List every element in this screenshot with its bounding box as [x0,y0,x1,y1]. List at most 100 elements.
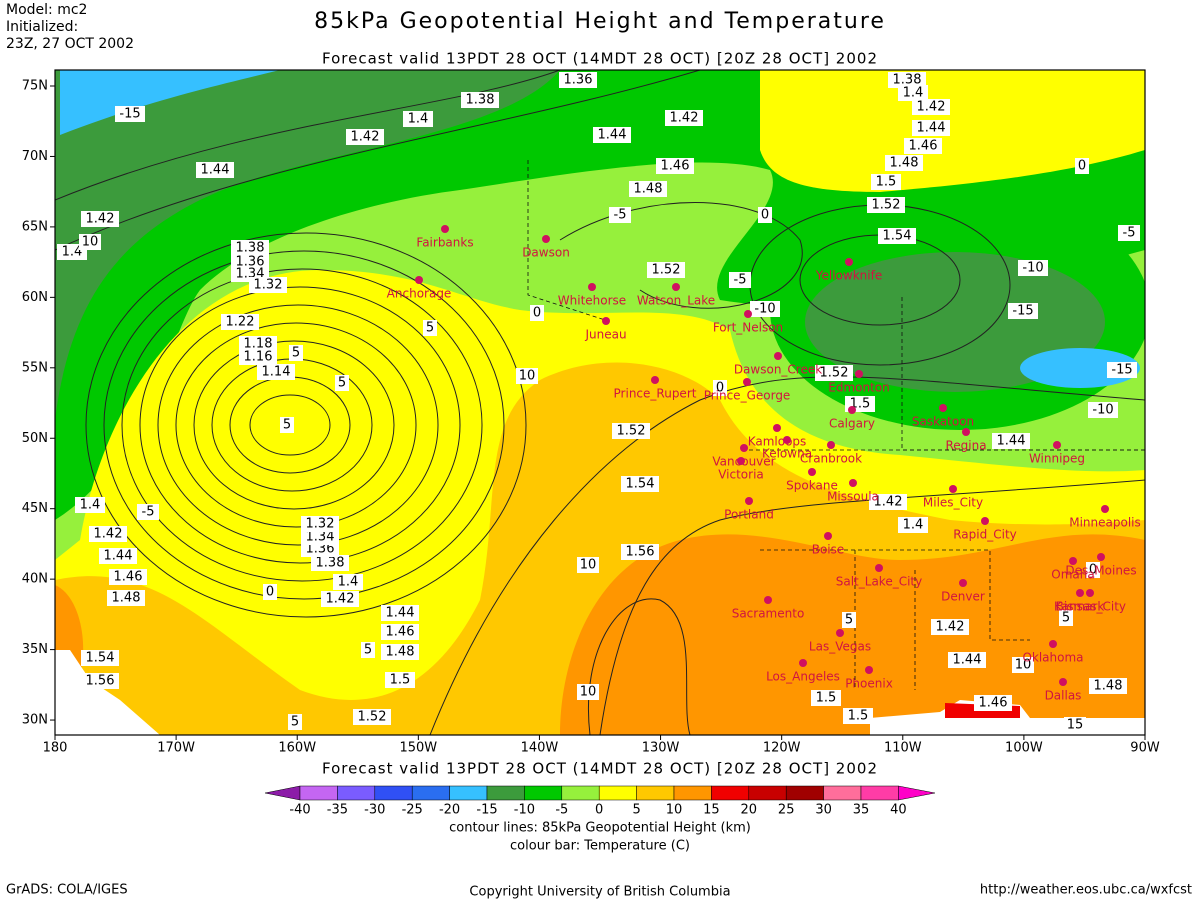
city-dot [875,564,883,572]
temperature-label: 0 [761,208,769,223]
lon-label: 170W [157,741,195,756]
colorbar-label: 40 [890,803,907,818]
label-box [263,584,277,600]
contour-label: 1.46 [979,696,1008,711]
label-box [89,526,127,542]
city-dot [949,485,957,493]
borders [527,160,1145,690]
lat-label: 75N [22,79,48,94]
city-dot [1086,589,1094,597]
city-label: Sacramento [732,607,805,621]
contour-label: 1.4 [80,498,101,513]
temperature-label: 5 [1062,611,1070,626]
contour-label: 1.44 [201,163,230,178]
label-box [107,590,145,606]
label-box [665,110,703,126]
contour-label: 1.44 [386,606,415,621]
contour-label: 1.44 [997,434,1026,449]
contour-label: 1.42 [936,620,965,635]
label-box [867,197,905,213]
city-label: Regina [945,439,986,453]
field-cyan [60,70,280,135]
temperature-label: -10 [1022,261,1043,276]
city-label: Calgary [829,417,875,431]
temperature-label: 5 [283,418,291,433]
city-dot [588,283,596,291]
temperature-label: -15 [1012,304,1033,319]
city-label: Minneapolis [1069,516,1141,530]
contour-label: 1.38 [466,93,495,108]
label-box [249,277,287,293]
label-box [577,557,599,573]
credit-center: Copyright University of British Columbia [469,885,730,900]
city-dot [1101,505,1109,513]
label-box [196,162,234,178]
city-label: Portland [724,508,774,522]
colorbar-label: -15 [476,803,497,818]
colorbar-label: -25 [402,803,423,818]
label-box [99,548,137,564]
label-box [1075,158,1089,174]
label-box [577,684,599,700]
contour-label: 1.34 [306,530,335,545]
colorbar-bin [636,785,675,801]
city-dot [865,666,873,674]
contour-label: 1.4 [408,112,429,127]
city-dot [740,444,748,452]
city-dot [764,596,772,604]
city-label: Prince_Rupert [614,387,697,401]
label-box [311,555,349,571]
city-dot [808,468,816,476]
colorbar-bin [598,785,637,801]
city-dot [848,406,856,414]
map-fill [55,70,1145,735]
label-box [81,673,119,689]
city-label: Las_Vegas [809,640,871,654]
label-box [137,504,159,520]
city-dot [415,276,423,284]
contour-label: 1.38 [893,73,922,88]
city-label: Salt_Lake_City [836,575,922,589]
temperature-label: -5 [614,208,627,223]
label-box [898,517,928,533]
label-box [885,155,923,171]
temperature-label: 10 [580,685,597,700]
colorbar-label: -35 [327,803,348,818]
city-dot [743,378,751,386]
temperature-label: 5 [292,346,300,361]
temperature-label: -15 [1111,363,1132,378]
field-orange [560,534,1145,735]
colorbar-bin [411,785,450,801]
city-dot [855,370,863,378]
label-box [931,619,969,635]
lon-label: 120W [763,741,801,756]
colorbar-bin [711,785,750,801]
label-box [81,650,119,666]
label-box [656,158,694,174]
label-box [423,320,437,336]
temperature-label: -15 [119,107,140,122]
city-label: Juneau [584,328,626,342]
contour-label: 1.44 [953,653,982,668]
city-label: Rapid_City [953,528,1017,542]
city-dot [939,404,947,412]
label-box [1118,225,1140,241]
contour-label: 1.54 [883,229,912,244]
valid-repeat: Forecast valid 13PDT 28 OCT (14MDT 28 OC… [322,760,878,778]
city-dot [745,497,753,505]
label-box [301,516,339,532]
city-dot [1097,553,1105,561]
label-box [974,695,1012,711]
label-box [385,672,415,688]
colorbar-label: 15 [703,803,720,818]
field-darkgreen [55,70,560,420]
city-label: Bismark [1056,600,1105,614]
field-missing [55,650,160,735]
label-box [516,368,538,384]
contour-label: 1.46 [386,625,415,640]
contour-label: 1.5 [390,673,411,688]
city-dot [959,579,967,587]
contour-label: 1.4 [338,575,359,590]
label-box [593,127,631,143]
subtitle: Forecast valid 13PDT 28 OCT (14MDT 28 OC… [322,50,878,68]
